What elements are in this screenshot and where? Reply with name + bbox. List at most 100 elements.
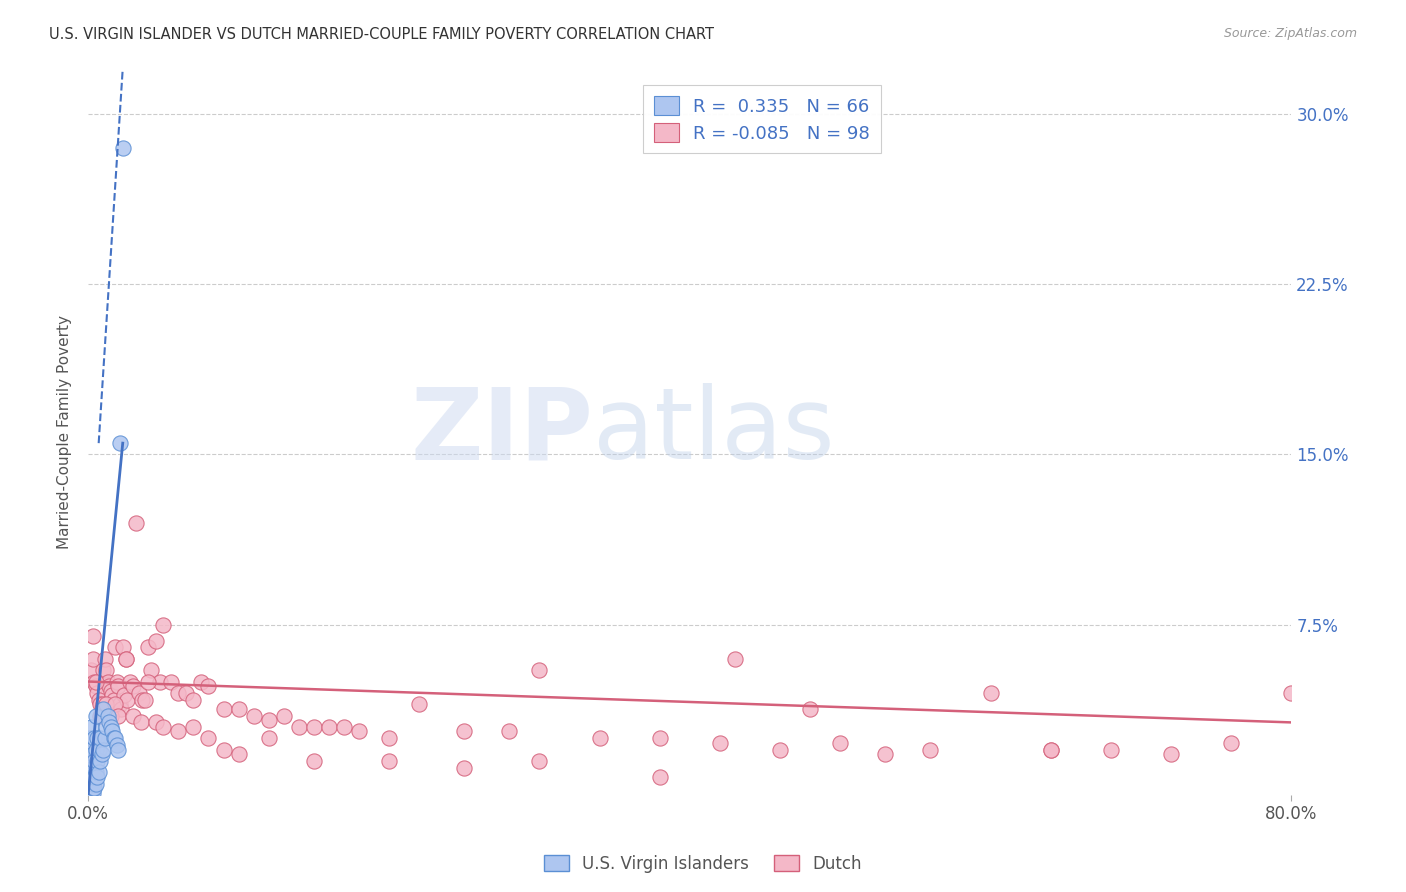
Point (378, 731, 401, 746)
Point (79, 781, 101, 796)
Point (108, 436, 131, 450)
Point (131, 692, 153, 706)
Point (98, 679, 121, 693)
Point (648, 770, 671, 784)
Point (86, 770, 108, 784)
Point (84, 674, 107, 689)
Point (122, 708, 145, 723)
Point (107, 679, 129, 693)
Point (89, 698, 111, 712)
Point (83, 781, 105, 796)
Point (79, 788, 101, 802)
Point (93, 731, 115, 746)
Point (101, 688, 124, 702)
Point (84, 679, 107, 693)
Point (82, 747, 104, 762)
Point (82, 777, 104, 791)
Point (84, 742, 107, 756)
Point (80, 663, 103, 677)
Point (80, 742, 103, 756)
Point (648, 731, 671, 746)
Point (117, 692, 139, 706)
Point (120, 674, 142, 689)
Point (79, 788, 101, 802)
Point (799, 702, 821, 716)
Point (1160, 747, 1182, 762)
Point (100, 683, 122, 698)
Point (136, 674, 159, 689)
Point (80, 765, 103, 780)
Point (257, 713, 280, 727)
Point (96, 698, 118, 712)
Point (830, 736, 852, 750)
Point (91, 702, 114, 716)
Point (82, 786, 104, 800)
Point (79, 786, 101, 800)
Point (167, 724, 190, 739)
Point (920, 742, 942, 756)
Point (114, 652, 136, 666)
Point (318, 720, 340, 734)
Point (86, 754, 108, 768)
Point (128, 686, 150, 700)
Point (378, 754, 401, 768)
Point (112, 688, 135, 702)
Point (197, 679, 219, 693)
Point (82, 781, 104, 796)
Point (79, 774, 101, 789)
Point (79, 742, 101, 756)
Point (105, 674, 128, 689)
Point (89, 708, 111, 723)
Point (228, 702, 250, 716)
Point (79, 731, 101, 746)
Point (82, 629, 104, 643)
Point (97, 674, 120, 689)
Point (347, 724, 370, 739)
Point (83, 770, 105, 784)
Point (82, 761, 104, 775)
Point (141, 663, 163, 677)
Point (529, 754, 551, 768)
Point (87, 692, 110, 706)
Point (408, 698, 430, 712)
Point (91, 742, 114, 756)
Point (79, 754, 101, 768)
Point (183, 720, 205, 734)
Point (498, 724, 520, 739)
Point (89, 754, 111, 768)
Point (79, 770, 101, 784)
Point (79, 788, 101, 802)
Point (84, 765, 107, 780)
Point (1039, 742, 1062, 756)
Point (228, 747, 250, 762)
Point (80, 770, 103, 784)
Point (108, 698, 131, 712)
Point (86, 731, 108, 746)
Point (98, 715, 121, 730)
Point (89, 731, 111, 746)
Point (80, 720, 103, 734)
Point (87, 765, 110, 780)
Point (257, 731, 280, 746)
Point (183, 692, 205, 706)
Point (90, 702, 112, 716)
Point (111, 141, 134, 155)
Point (107, 708, 129, 723)
Point (79, 783, 101, 797)
Point (79, 779, 101, 793)
Point (190, 674, 212, 689)
Point (93, 652, 115, 666)
Point (980, 686, 1002, 700)
Point (79, 765, 101, 780)
Point (125, 516, 148, 530)
Point (724, 652, 747, 666)
Point (453, 761, 475, 775)
Point (79, 788, 101, 802)
Point (79, 781, 101, 796)
Point (107, 742, 129, 756)
Point (80, 774, 103, 789)
Point (91, 698, 114, 712)
Point (149, 674, 172, 689)
Point (82, 652, 104, 666)
Point (588, 731, 610, 746)
